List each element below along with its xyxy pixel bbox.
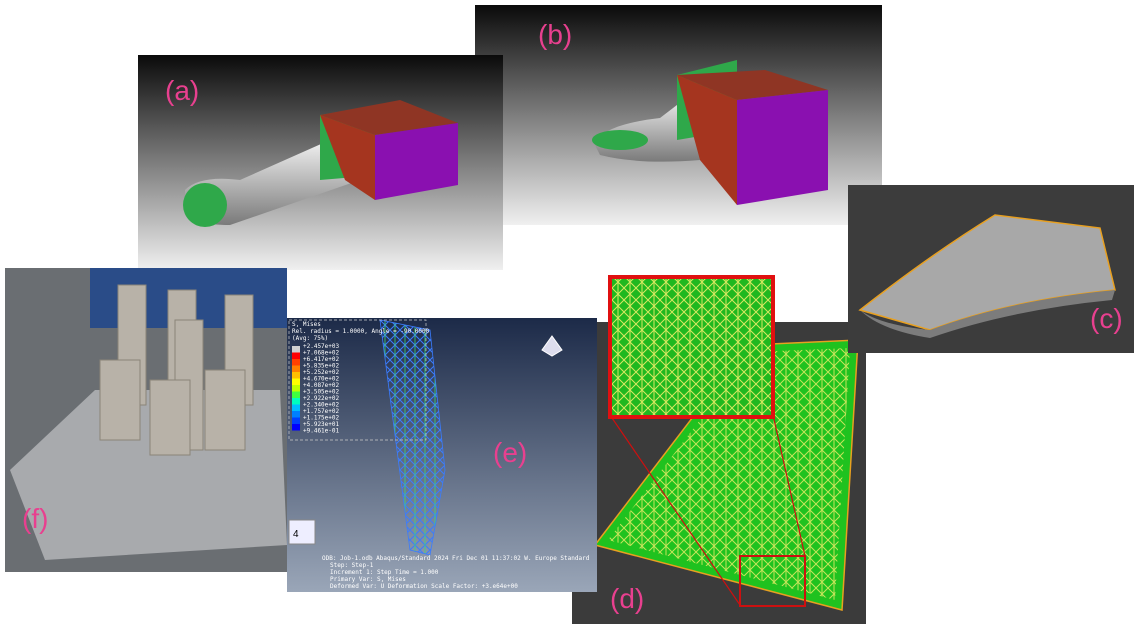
- panel-b: (b): [475, 5, 882, 225]
- legend-swatch: [292, 378, 300, 385]
- legend-swatch: [292, 417, 300, 424]
- legend-value: +5.923e+01: [303, 421, 340, 428]
- legend-value: +6.417e+02: [303, 356, 340, 363]
- panel-c: (c): [848, 185, 1134, 353]
- legend-swatch: [292, 365, 300, 372]
- legend-value: +1.175e+02: [303, 415, 340, 422]
- legend-value: +4.087e+02: [303, 382, 340, 389]
- legend-value: +4.670e+02: [303, 376, 340, 383]
- legend-value: +2.340e+02: [303, 402, 340, 409]
- legend-value: +3.505e+02: [303, 389, 340, 396]
- panel-label: (d): [610, 583, 644, 614]
- legend-swatch: [292, 346, 300, 353]
- panel-label: (e): [493, 437, 527, 468]
- footer-line: Step: Step-1: [330, 562, 374, 569]
- legend-swatch: [292, 385, 300, 392]
- legend-swatch: [292, 359, 300, 366]
- panel-d: (d): [572, 275, 866, 624]
- legend-subtitle: Rel. radius = 1.0000, Angle = -90.0000: [292, 328, 430, 335]
- legend-swatch: [292, 424, 300, 431]
- footer-line: Increment 1: Step Time = 1.000: [330, 569, 439, 576]
- footer-line: Primary Var: S, Mises: [330, 576, 406, 583]
- legend-swatch: [292, 372, 300, 379]
- legend-value: +9.461e-01: [303, 428, 340, 435]
- legend-value: +1.757e+02: [303, 408, 340, 415]
- legend-value: +5.835e+02: [303, 363, 340, 370]
- legend-value: +5.252e+02: [303, 369, 340, 376]
- legend-swatch: [292, 404, 300, 411]
- view-number: 4: [293, 529, 299, 540]
- legend-swatch: [292, 352, 300, 359]
- legend-avg: (Avg: 75%): [292, 335, 328, 342]
- legend-swatch: [292, 411, 300, 418]
- panel-label: (f): [22, 503, 48, 534]
- panel-label: (b): [538, 19, 572, 50]
- panel-label: (a): [165, 75, 199, 106]
- legend-value: +7.068e+02: [303, 350, 340, 357]
- footer-line: ODB: Job-1.odb Abaqus/Standard 2024 Fri …: [322, 555, 590, 562]
- legend-value: +2.922e+02: [303, 395, 340, 402]
- footer-line: Deformed Var: U Deformation Scale Factor…: [330, 583, 518, 590]
- legend-swatch: [292, 398, 300, 405]
- panel-label: (c): [1090, 303, 1123, 334]
- legend-value: +2.457e+03: [303, 343, 340, 350]
- panel-e: 4 S, Mises Rel. radius = 1.0000, Angle =…: [287, 318, 597, 592]
- panel-a: (a): [138, 55, 503, 270]
- legend-swatch: [292, 391, 300, 398]
- panel-f: (f): [5, 268, 287, 572]
- legend-title: S, Mises: [292, 321, 321, 328]
